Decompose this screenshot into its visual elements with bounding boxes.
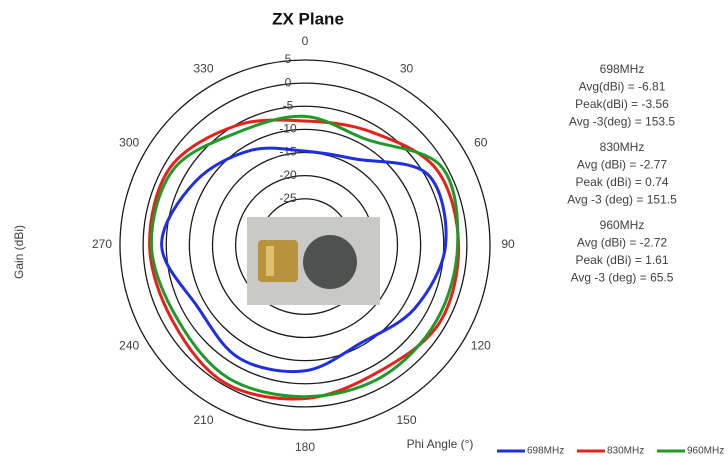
grid-ring: [142, 82, 468, 408]
legend-label: 698MHz: [527, 446, 564, 457]
radial-tick-label: -5: [283, 98, 294, 112]
series-line: [149, 114, 460, 399]
series-line: [148, 118, 461, 401]
legend-label: 830MHz: [607, 446, 644, 457]
annotation-line: Avg(dBi) = -6.81: [579, 80, 666, 94]
angle-tick-label: 60: [474, 136, 488, 150]
chart-title: ZX Plane: [272, 9, 344, 28]
radial-tick-label: -15: [279, 145, 297, 159]
radial-tick-label: 5: [285, 52, 292, 66]
radial-tick-label: -20: [279, 168, 297, 182]
angle-tick-label: 210: [193, 413, 213, 427]
angle-tick-label: 120: [471, 339, 491, 353]
annotation-line: Avg -3 (deg) = 65.5: [571, 271, 674, 285]
annotation-line: Peak(dBi) = -3.56: [575, 97, 669, 111]
antenna-ball: [303, 235, 357, 289]
radial-tick-label: -10: [279, 122, 297, 136]
annotation-line: Avg (dBi) = -2.72: [577, 236, 667, 250]
x-axis-label: Phi Angle (°): [407, 437, 474, 451]
legend: 698MHz 830MHz 960MHz: [497, 446, 724, 457]
connector: [258, 240, 298, 282]
angle-tick-label: 240: [119, 339, 139, 353]
grid: 030609012015018021024027030033050-5-10-1…: [92, 34, 515, 454]
angle-tick-label: 300: [119, 136, 139, 150]
grid-ring: [119, 59, 491, 431]
angle-tick-label: 90: [501, 237, 515, 251]
annotation-title: 830MHz: [600, 140, 645, 154]
radial-tick-label: 0: [285, 75, 292, 89]
annotation-line: Avg (dBi) = -2.77: [577, 158, 667, 172]
angle-tick-label: 0: [302, 34, 309, 48]
annotation-line: Peak (dBi) = 1.61: [575, 253, 668, 267]
grid-ring: [165, 105, 445, 385]
angle-tick-label: 150: [396, 413, 416, 427]
annotation-line: Avg -3(deg) = 153.5: [569, 115, 676, 129]
series-line: [160, 146, 448, 374]
grid-ring: [188, 128, 422, 362]
angle-tick-label: 330: [193, 61, 213, 75]
legend-label: 960MHz: [687, 446, 724, 457]
angle-tick-label: 180: [295, 440, 315, 454]
antenna-photo: [247, 217, 380, 305]
angle-tick-label: 270: [92, 237, 112, 251]
angle-tick-label: 30: [400, 61, 414, 75]
plot-lines: [148, 114, 461, 401]
annotations: 698MHz Avg(dBi) = -6.81 Peak(dBi) = -3.56 A…: [567, 62, 677, 285]
annotation-title: 960MHz: [600, 218, 645, 232]
y-axis-label: Gain (dBi): [12, 225, 26, 279]
annotation-title: 698MHz: [600, 62, 645, 76]
connector-highlight: [266, 246, 274, 276]
annotation-line: Peak (dBi) = 0.74: [575, 175, 668, 189]
radial-tick-label: -25: [279, 191, 297, 205]
annotation-line: Avg -3 (deg) = 151.5: [567, 193, 677, 207]
